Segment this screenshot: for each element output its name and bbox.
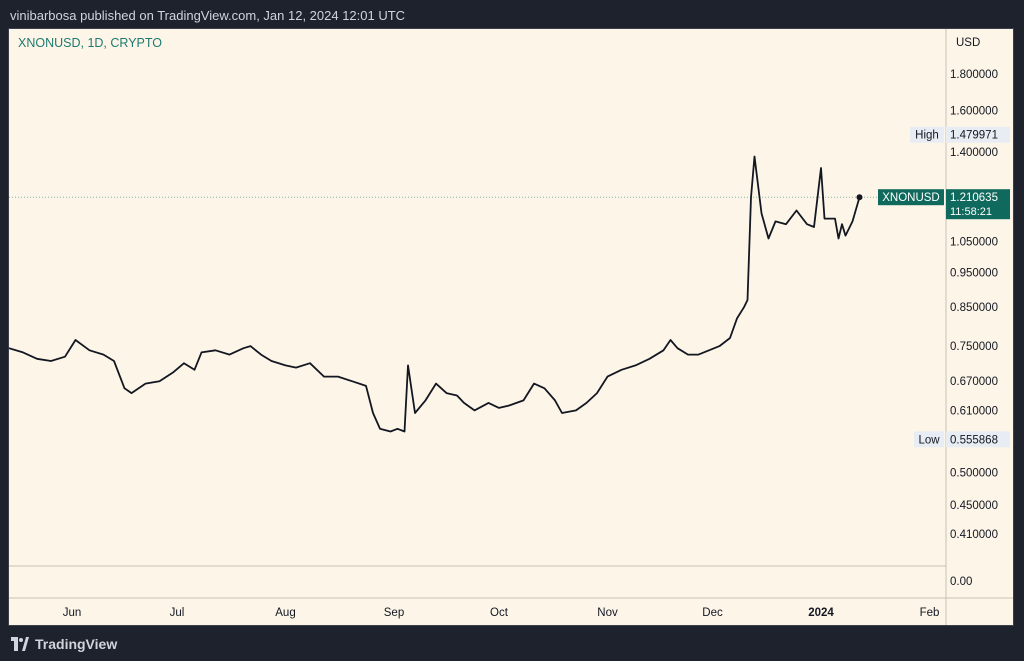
current-price-value: 1.210635 xyxy=(950,192,998,204)
x-tick-label-5: Nov xyxy=(597,607,618,619)
high-value: 1.479971 xyxy=(950,130,998,142)
low-value-tag xyxy=(946,431,1010,448)
y-tick-label-12: 0.00 xyxy=(950,576,972,588)
x-tick-label-8: Feb xyxy=(920,607,940,619)
chart-panel[interactable]: 1.800000 1.600000 1.400000 1.050000 0.950000… xyxy=(8,28,1014,626)
y-tick-label-1: 1.600000 xyxy=(950,105,998,117)
high-value-tag xyxy=(946,126,1010,143)
low-label-tag xyxy=(914,431,944,448)
footer-brand-label: TradingView xyxy=(35,636,118,652)
x-tick-label-2: Aug xyxy=(275,607,295,619)
symbol-tag-label: XNONUSD xyxy=(882,192,940,204)
y-tick-label-5: 0.850000 xyxy=(950,302,998,314)
x-tick-label-0: Jun xyxy=(63,607,82,619)
publisher-caption: vinibarbosa published on TradingView.com… xyxy=(10,8,406,23)
bar-countdown: 11:58:21 xyxy=(950,206,992,218)
y-tick-label-2: 1.400000 xyxy=(950,147,998,159)
y-tick-label-10: 0.450000 xyxy=(950,500,998,512)
x-tick-label-6: Dec xyxy=(702,607,723,619)
last-price-marker xyxy=(856,194,863,201)
low-value: 0.555868 xyxy=(950,434,998,446)
currency-label: USD xyxy=(956,37,980,49)
tradingview-logo-icon xyxy=(11,637,29,651)
y-tick-label-7: 0.670000 xyxy=(950,376,998,388)
high-label: High xyxy=(915,130,939,142)
high-label-tag xyxy=(910,126,944,143)
x-tick-label-3: Sep xyxy=(384,607,404,619)
y-tick-label-9: 0.500000 xyxy=(950,467,998,479)
x-tick-label-7: 2024 xyxy=(808,607,834,619)
current-price-tag xyxy=(946,189,1010,220)
y-tick-label-11: 0.410000 xyxy=(950,529,998,541)
symbol-tag xyxy=(878,189,944,206)
low-label: Low xyxy=(918,434,940,446)
y-tick-label-3: 1.050000 xyxy=(950,236,998,248)
y-tick-label-0: 1.800000 xyxy=(950,69,998,81)
y-tick-label-4: 0.950000 xyxy=(950,268,998,280)
y-tick-label-8: 0.610000 xyxy=(950,405,998,417)
y-tick-label-6: 0.750000 xyxy=(950,341,998,353)
chart-title: XNONUSD, 1D, CRYPTO xyxy=(18,36,162,50)
footer-brand[interactable]: TradingView xyxy=(11,633,117,655)
x-tick-label-1: Jul xyxy=(170,607,185,619)
price-chart[interactable]: 1.800000 1.600000 1.400000 1.050000 0.950000… xyxy=(9,29,1013,625)
x-tick-label-4: Oct xyxy=(490,607,509,619)
price-series-line xyxy=(9,155,861,433)
